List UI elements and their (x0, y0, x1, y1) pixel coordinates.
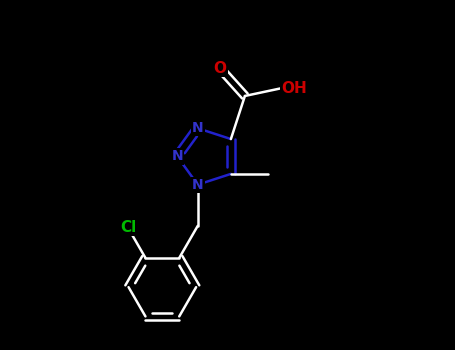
Text: O: O (213, 61, 227, 76)
Text: Cl: Cl (120, 220, 136, 235)
Text: N: N (192, 178, 203, 192)
Text: OH: OH (281, 81, 307, 96)
Text: N: N (192, 121, 203, 135)
Text: N: N (172, 149, 183, 163)
